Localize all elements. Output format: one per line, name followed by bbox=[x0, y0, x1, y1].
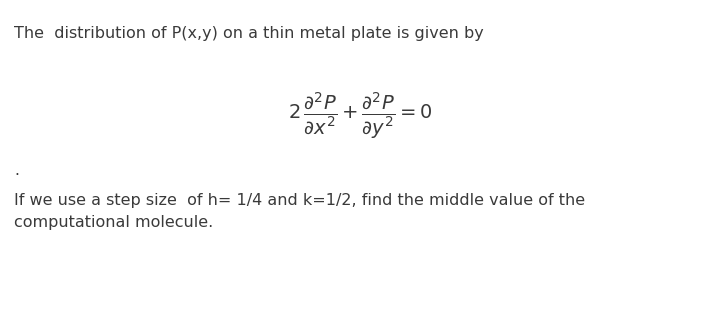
Text: $2\,\dfrac{\partial^2 P}{\partial x^2} + \dfrac{\partial^2 P}{\partial y^2} = 0$: $2\,\dfrac{\partial^2 P}{\partial x^2} +… bbox=[287, 91, 433, 141]
Text: The  distribution of P(x,y) on a thin metal plate is given by: The distribution of P(x,y) on a thin met… bbox=[14, 26, 484, 41]
Text: computational molecule.: computational molecule. bbox=[14, 215, 213, 230]
Text: .: . bbox=[14, 163, 19, 178]
Text: If we use a step size  of h= 1/4 and k=1/2, find the middle value of the: If we use a step size of h= 1/4 and k=1/… bbox=[14, 193, 585, 208]
